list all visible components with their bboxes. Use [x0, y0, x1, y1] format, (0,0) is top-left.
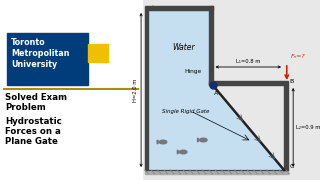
Text: Forces on a: Forces on a: [5, 127, 61, 136]
Text: A: A: [214, 91, 219, 96]
Text: Toronto: Toronto: [11, 38, 46, 47]
Bar: [0, 0, 142, 180]
Bar: [88, 44, 108, 62]
Text: B: B: [290, 79, 294, 84]
Text: University: University: [11, 60, 57, 69]
Bar: [209, 6, 212, 85]
Text: Problem: Problem: [5, 103, 46, 112]
Text: Hydrostatic: Hydrostatic: [5, 117, 62, 126]
Polygon shape: [197, 138, 200, 142]
Text: Water: Water: [172, 43, 195, 52]
Text: Solved Exam: Solved Exam: [5, 93, 68, 102]
Bar: [7, 33, 88, 85]
Text: Hinge: Hinge: [184, 69, 202, 74]
Bar: [284, 85, 288, 170]
Bar: [145, 170, 288, 174]
Ellipse shape: [200, 138, 207, 142]
Text: Metropolitan: Metropolitan: [11, 49, 69, 58]
Text: Plane Gate: Plane Gate: [5, 137, 58, 146]
Ellipse shape: [159, 140, 167, 144]
Bar: [148, 10, 209, 170]
Text: H=2.0 m: H=2.0 m: [133, 78, 138, 102]
Text: L₂=0.9 m: L₂=0.9 m: [296, 125, 320, 130]
Polygon shape: [177, 150, 180, 154]
Ellipse shape: [180, 150, 187, 154]
Text: Fₙ=?: Fₙ=?: [291, 54, 305, 59]
Polygon shape: [209, 85, 284, 170]
Bar: [145, 6, 212, 10]
Bar: [209, 81, 288, 85]
Bar: [145, 10, 148, 170]
Text: C: C: [290, 164, 294, 169]
Polygon shape: [157, 140, 159, 144]
Text: L₁=0.8 m: L₁=0.8 m: [236, 59, 260, 64]
Text: Single Rigid Gate: Single Rigid Gate: [162, 109, 210, 114]
